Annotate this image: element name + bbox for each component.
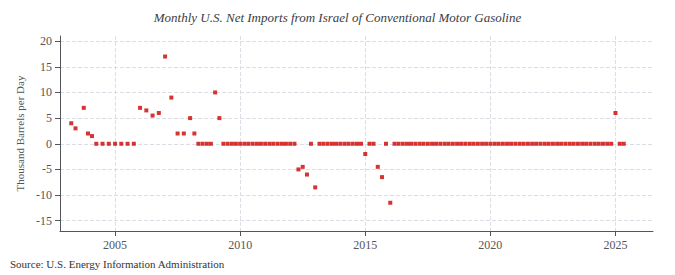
svg-text:-5: -5 [42,162,52,176]
svg-text:2010: 2010 [228,238,252,252]
svg-text:2025: 2025 [603,238,627,252]
svg-text:-15: -15 [36,214,52,228]
svg-text:2005: 2005 [103,238,127,252]
svg-text:5: 5 [46,111,52,125]
svg-text:-10: -10 [36,188,52,202]
svg-text:20: 20 [40,34,52,48]
svg-text:2020: 2020 [478,238,502,252]
svg-text:15: 15 [40,60,52,74]
svg-text:10: 10 [40,85,52,99]
svg-text:Source: U.S. Energy Informatio: Source: U.S. Energy Information Administ… [10,258,225,270]
svg-text:2015: 2015 [353,238,377,252]
svg-text:Thousand Barrels per Day: Thousand Barrels per Day [14,75,26,191]
svg-text:Monthly U.S. Net Imports from: Monthly U.S. Net Imports from Israel of … [153,10,522,25]
svg-text:0: 0 [46,137,52,151]
